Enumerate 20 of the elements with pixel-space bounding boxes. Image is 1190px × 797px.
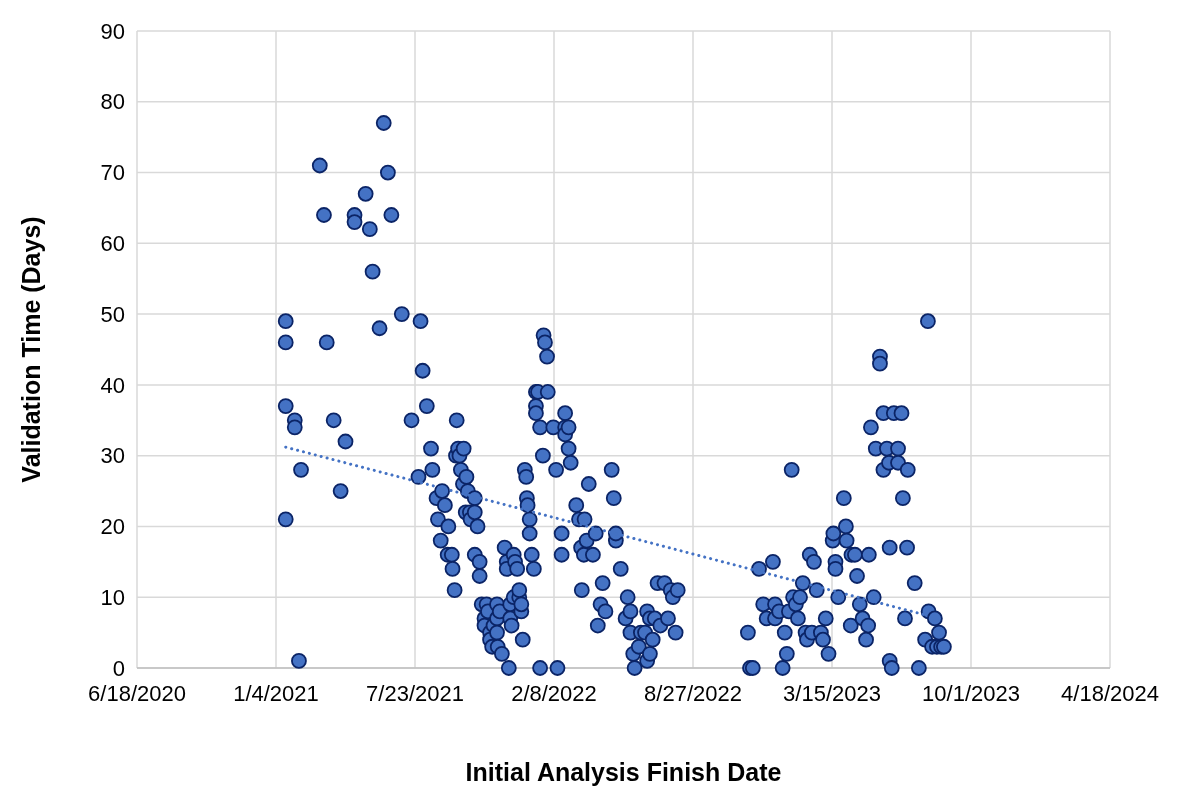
y-tick-label: 0: [112, 655, 125, 681]
x-tick-label: 2/8/2022: [511, 681, 597, 706]
x-tick-label: 8/27/2022: [644, 681, 742, 706]
y-tick-label: 80: [100, 89, 125, 115]
y-tick-label: 10: [100, 584, 125, 610]
x-tick-label: 7/23/2021: [366, 681, 464, 706]
y-tick-label: 40: [100, 372, 125, 398]
y-tick-label: 30: [100, 443, 125, 469]
y-tick-label: 50: [100, 301, 125, 327]
x-tick-label: 10/1/2023: [922, 681, 1020, 706]
y-tick-label: 20: [100, 514, 125, 540]
x-tick-label: 6/18/2020: [88, 681, 186, 706]
y-tick-label: 60: [100, 231, 125, 257]
x-tick-label: 1/4/2021: [233, 681, 319, 706]
x-tick-label: 3/15/2023: [783, 681, 881, 706]
y-tick-label: 90: [100, 18, 125, 44]
x-axis-title: Initial Analysis Finish Date: [465, 758, 782, 786]
y-axis-title: Validation Time (Days): [17, 216, 45, 483]
x-tick-label: 4/18/2024: [1061, 681, 1159, 706]
y-tick-label: 70: [100, 160, 125, 186]
